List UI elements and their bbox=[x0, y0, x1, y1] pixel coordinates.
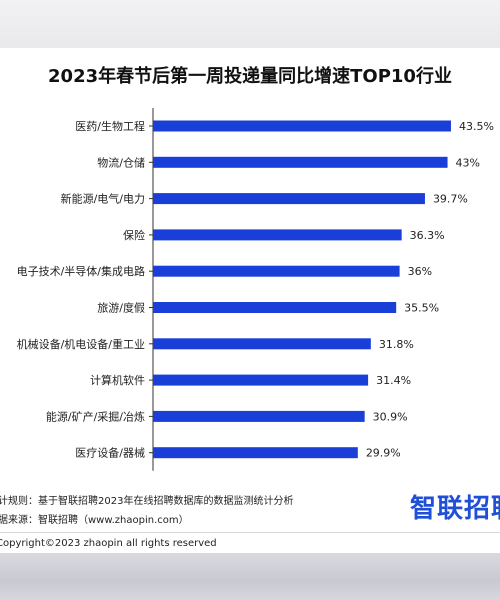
category-label: 医药/生物工程 bbox=[75, 119, 145, 133]
data-label: 30.9% bbox=[373, 410, 408, 423]
category-label: 保险 bbox=[123, 228, 145, 242]
bar bbox=[153, 120, 451, 132]
data-label: 31.8% bbox=[379, 338, 414, 351]
bar bbox=[153, 229, 402, 241]
bar bbox=[153, 338, 371, 350]
category-label: 机械设备/机电设备/重工业 bbox=[17, 337, 145, 351]
data-label: 35.5% bbox=[404, 302, 439, 315]
data-source-note: 数据来源：智联招聘（www.zhaopin.com） bbox=[0, 515, 189, 526]
copyright-text: Copyright©2023 zhaopin all rights reserv… bbox=[0, 538, 217, 549]
bar bbox=[153, 265, 400, 277]
data-label: 31.4% bbox=[376, 374, 411, 387]
category-label: 医疗设备/器械 bbox=[75, 446, 145, 460]
data-label: 36.3% bbox=[410, 229, 445, 242]
chart-title: 2023年春节后第一周投递量同比增速TOP10行业 bbox=[48, 66, 452, 87]
zhaopin-logo: 智联招聘 bbox=[409, 494, 500, 524]
bar bbox=[153, 193, 425, 205]
category-label: 旅游/度假 bbox=[97, 301, 145, 315]
bar bbox=[153, 447, 358, 459]
category-label: 能源/矿产/采掘/冶炼 bbox=[46, 409, 145, 423]
statistics-rule-note: 统计规则：基于智联招聘2023年在线招聘数据库的数据监测统计分析 bbox=[0, 496, 294, 507]
bar bbox=[153, 302, 397, 313]
category-label: 计算机软件 bbox=[90, 373, 145, 387]
data-label: 43% bbox=[456, 156, 480, 169]
data-label: 36% bbox=[408, 265, 432, 278]
bar bbox=[153, 410, 365, 422]
bar bbox=[153, 156, 448, 168]
blurred-bottom-background bbox=[0, 553, 500, 600]
blurred-top-background bbox=[0, 0, 500, 48]
bar-chart: 医药/生物工程 43.5% 物流/仓储 43% 新能源/电气/电力 39.7% 保险 36.3… bbox=[17, 108, 494, 471]
data-label: 39.7% bbox=[433, 193, 468, 206]
category-label: 新能源/电气/电力 bbox=[61, 192, 145, 206]
data-label: 29.9% bbox=[366, 447, 401, 460]
footer-divider bbox=[0, 532, 500, 533]
bar bbox=[153, 374, 369, 386]
data-label: 43.5% bbox=[459, 120, 494, 133]
category-label: 物流/仓储 bbox=[97, 155, 145, 169]
chart-card: 2023年春节后第一周投递量同比增速TOP10行业 医药/生物工程 43.5% 物流… bbox=[0, 48, 500, 553]
category-label: 电子技术/半导体/集成电路 bbox=[17, 264, 145, 278]
